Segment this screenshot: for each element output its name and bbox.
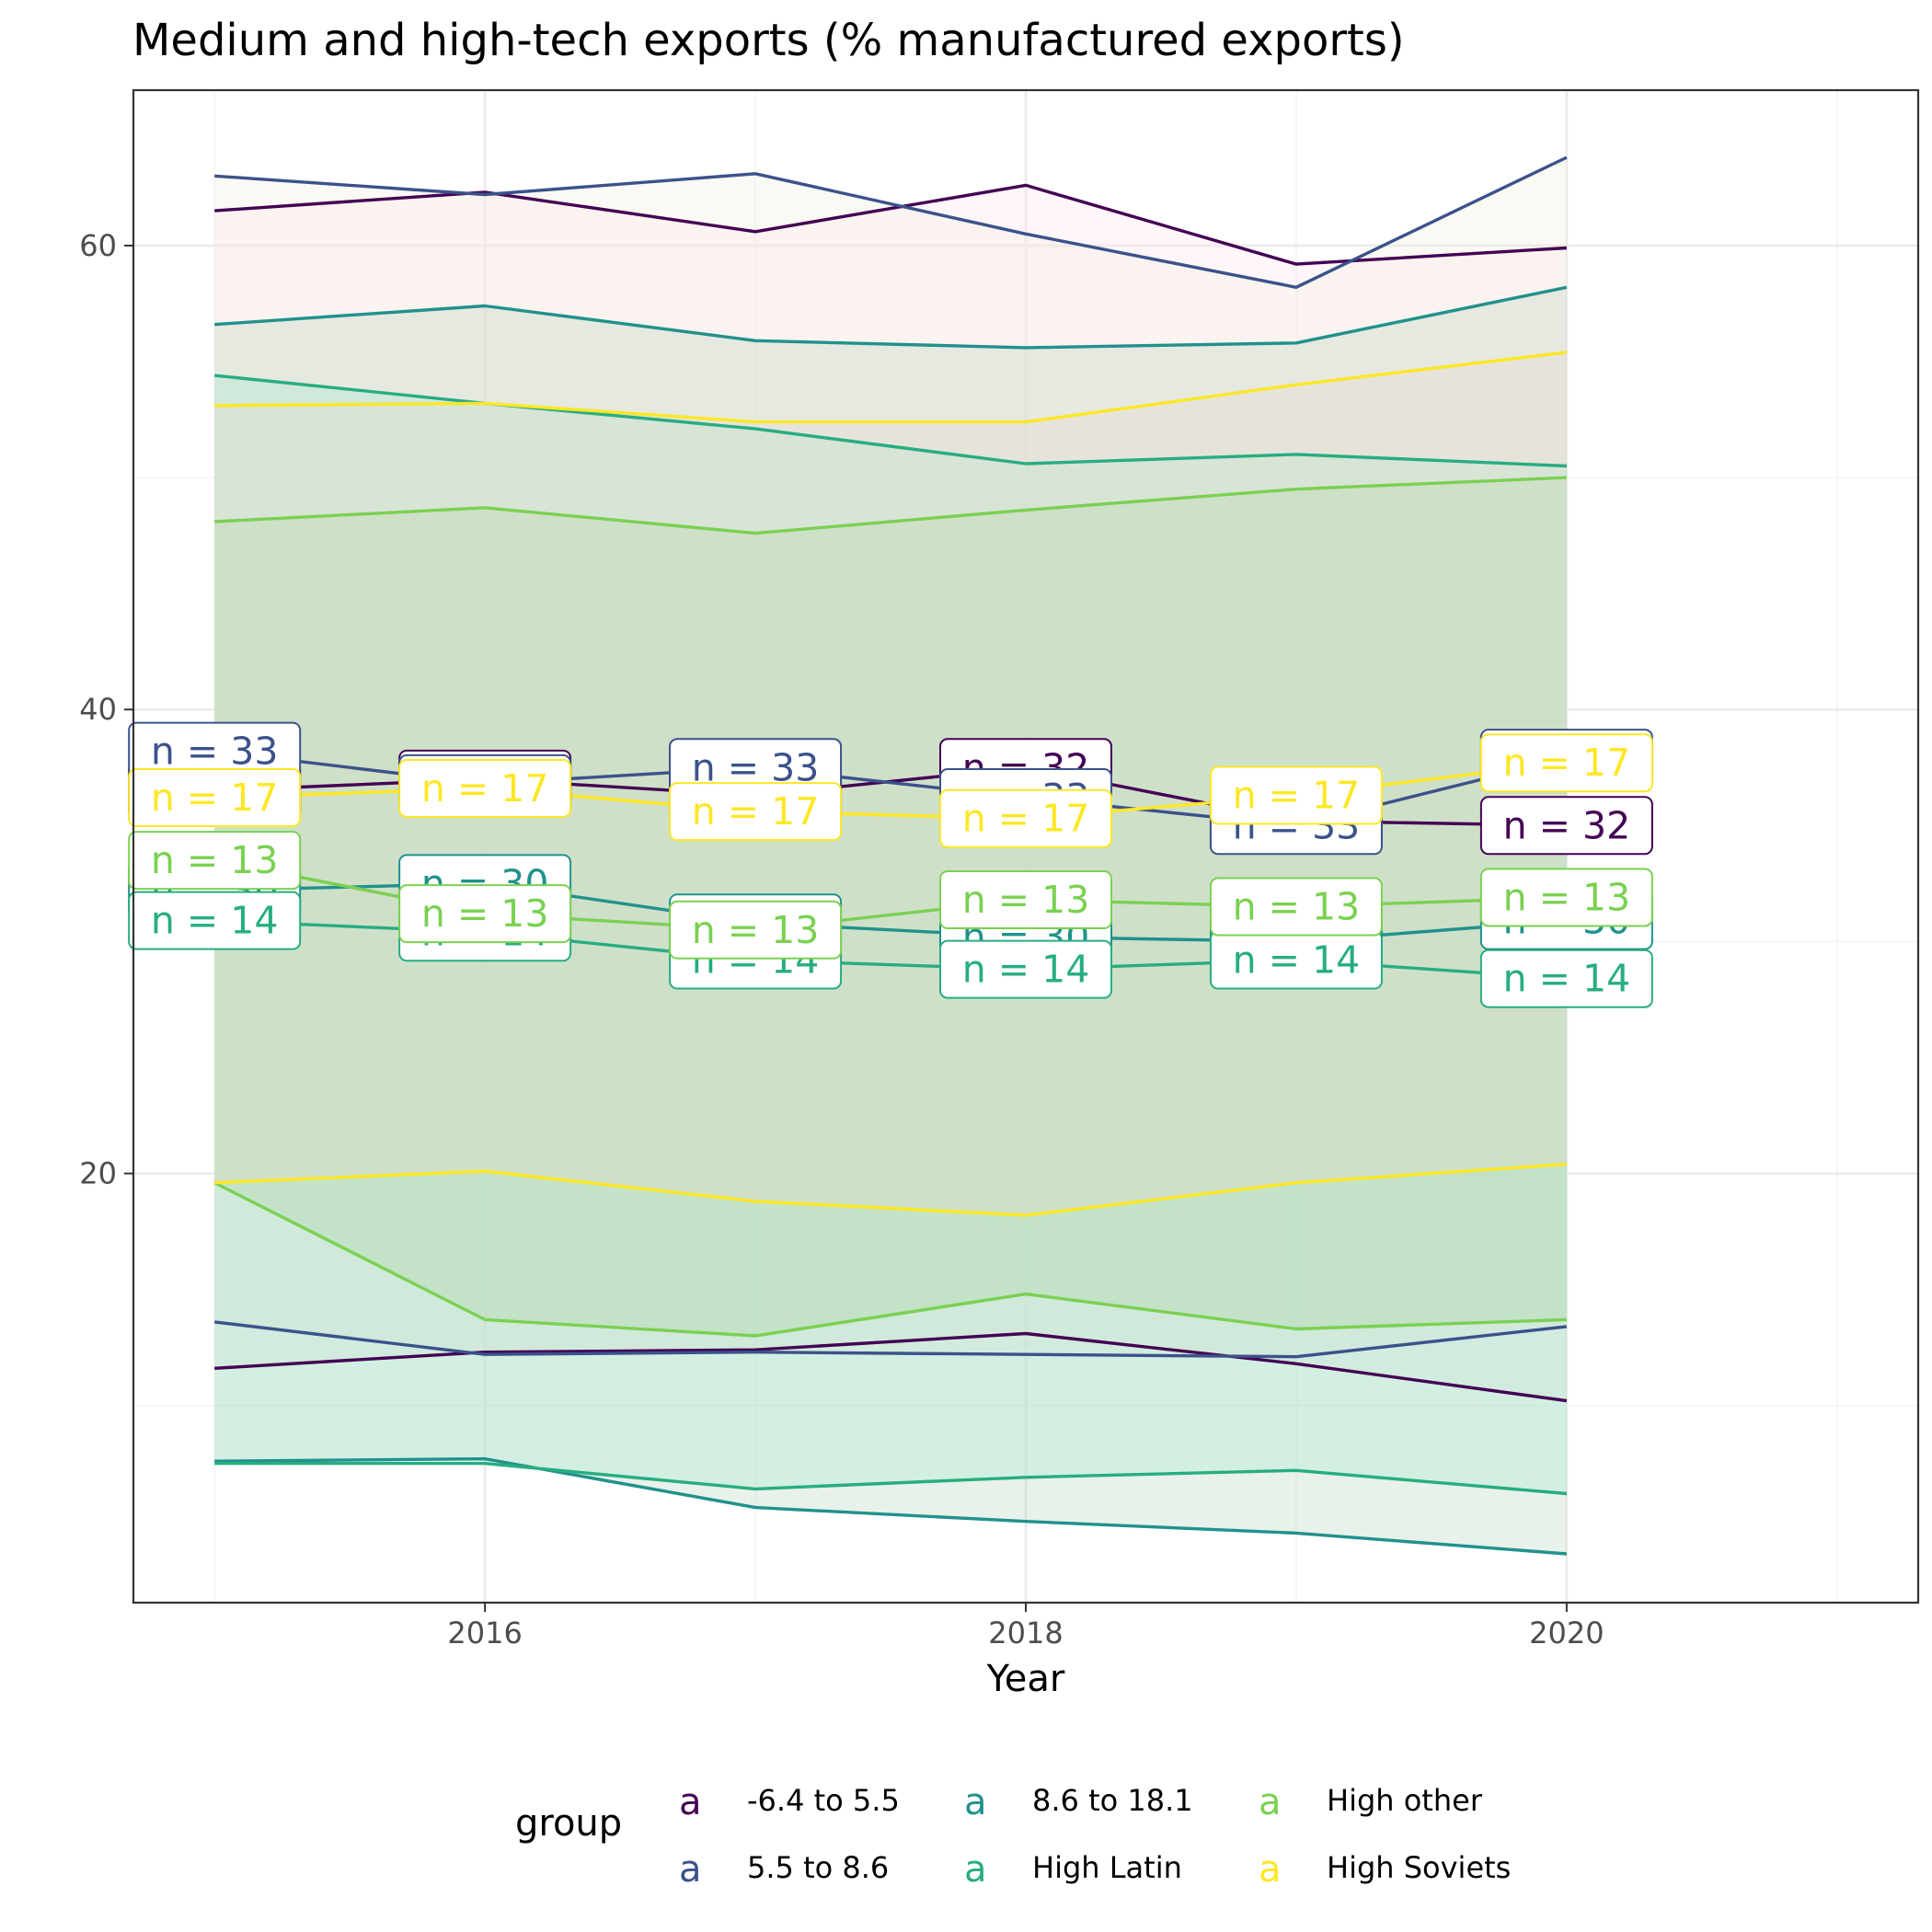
n-label-box (1209, 765, 1383, 825)
n-label-text: n = 14 (962, 948, 1090, 992)
n-label-text: n = 32 (1503, 803, 1631, 847)
n-label-box (128, 831, 302, 891)
n-label-box (128, 891, 302, 950)
n-label: n = 32 (1479, 796, 1653, 856)
legend-title: group (515, 1802, 622, 1845)
n-label-box (939, 869, 1112, 929)
n-label-text: n = 13 (151, 838, 279, 882)
n-label-text: n = 17 (1233, 774, 1361, 818)
n-label-box (669, 900, 843, 960)
plot-panel: n = 32n = 32n = 32n = 32n = 32n = 32n = … (128, 88, 1920, 1604)
line-upper-4 (214, 476, 1567, 535)
n-label-text: n = 13 (421, 891, 549, 936)
n-label-box (128, 768, 302, 828)
line-upper-3 (214, 374, 1567, 468)
legend-entry-label: 5.5 to 8.6 (747, 1850, 889, 1885)
n-label-text: n = 13 (1233, 885, 1361, 929)
x-tick-label: 2018 (988, 1616, 1063, 1650)
n-label: n = 14 (1479, 949, 1653, 1008)
y-tick-label: 20 (79, 1156, 117, 1191)
legend: group a -6.4 to 5.5 a 5.5 to 8.6 a 8.6 to 18.… (515, 1781, 1511, 1891)
n-label-box (1479, 796, 1653, 856)
n-label: n = 13 (939, 869, 1112, 929)
n-label-box (669, 782, 843, 842)
legend-key: a (964, 1848, 987, 1891)
n-label: n = 17 (939, 788, 1112, 848)
x-axis: 2016 2018 2020 (447, 1603, 1604, 1650)
n-label-text: n = 17 (421, 766, 549, 811)
n-label: n = 13 (669, 900, 843, 960)
legend-key: a (964, 1781, 987, 1823)
n-label: n = 14 (1209, 930, 1383, 990)
x-tick-label: 2016 (447, 1616, 522, 1650)
n-label: n = 17 (1209, 765, 1383, 825)
n-label: n = 17 (669, 782, 843, 842)
y-axis: 20 40 60 (79, 228, 133, 1191)
n-label: n = 13 (398, 884, 572, 944)
y-tick-label: 60 (79, 228, 117, 263)
x-tick-label: 2020 (1529, 1616, 1604, 1650)
n-label-box (398, 758, 572, 818)
n-label-box (939, 939, 1112, 999)
band-0 (214, 185, 1567, 1401)
line-lower-4 (213, 1181, 1567, 1338)
line-lower-1 (213, 1320, 1568, 1359)
n-label-text: n = 13 (692, 908, 820, 952)
n-label: n = 13 (1479, 868, 1653, 927)
n-label-text: n = 17 (692, 789, 820, 834)
n-label-box (1209, 877, 1383, 937)
line-lower-5 (214, 1162, 1568, 1217)
legend-key: a (679, 1781, 702, 1823)
n-label-box (939, 788, 1112, 848)
n-label-text: n = 14 (1503, 957, 1631, 1001)
n-label-box (1479, 949, 1653, 1008)
n-label-text: n = 14 (1233, 938, 1361, 983)
legend-entry-label: High other (1327, 1783, 1483, 1818)
n-label-text: n = 17 (151, 776, 279, 820)
n-label: n = 17 (1479, 733, 1653, 793)
line-upper-0 (214, 183, 1568, 266)
n-label: n = 14 (939, 939, 1112, 999)
band-3 (214, 375, 1567, 1494)
n-label-text: n = 13 (1503, 875, 1631, 919)
n-label: n = 13 (1209, 877, 1383, 937)
legend-key: a (1259, 1781, 1282, 1823)
chart-title: Medium and high-tech exports (% manufact… (132, 15, 1405, 66)
legend-entry-label: -6.4 to 5.5 (747, 1783, 900, 1818)
legend-entry-label: High Latin (1032, 1850, 1182, 1885)
n-label-box (1479, 733, 1653, 793)
line-upper-1 (214, 155, 1568, 289)
band-4 (214, 477, 1567, 1336)
n-label-text: n = 17 (962, 797, 1090, 841)
n-label: n = 17 (398, 758, 572, 818)
n-label: n = 33 (128, 721, 302, 781)
legend-entry-label: High Soviets (1327, 1850, 1511, 1885)
n-label-text: n = 14 (151, 899, 279, 943)
y-tick-label: 40 (79, 692, 117, 727)
n-label: n = 13 (128, 831, 302, 891)
n-label-box (398, 884, 572, 944)
n-label-text: n = 13 (962, 878, 1090, 922)
legend-key: a (1259, 1848, 1282, 1891)
n-label-text: n = 17 (1503, 741, 1631, 785)
x-axis-title: Year (986, 1658, 1065, 1700)
line-lower-0 (214, 1331, 1568, 1403)
band-2 (214, 287, 1567, 1554)
line-lower-2 (214, 1456, 1568, 1556)
n-label-box (1479, 868, 1653, 927)
n-label: n = 14 (128, 891, 302, 950)
n-label-text: n = 33 (151, 730, 279, 774)
legend-key: a (679, 1848, 702, 1891)
legend-entry-label: 8.6 to 18.1 (1032, 1783, 1193, 1818)
line-lower-3 (214, 1461, 1568, 1496)
line-upper-2 (214, 285, 1568, 350)
n-label: n = 17 (128, 768, 302, 828)
line-upper-5 (214, 351, 1568, 424)
